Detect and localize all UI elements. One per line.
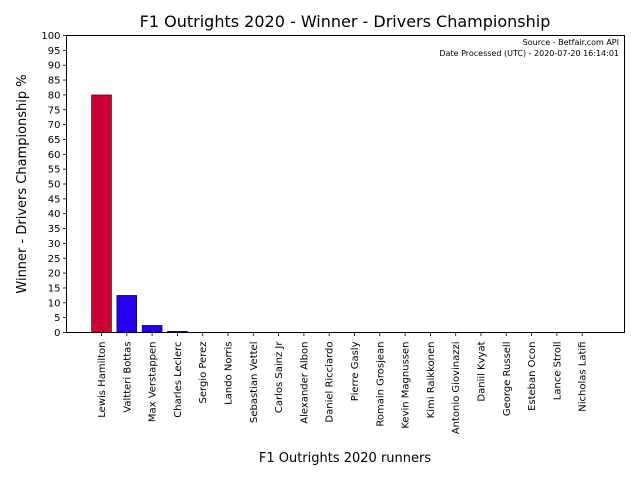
x-tick-label: Charles Leclerc (173, 342, 184, 418)
y-tick-label: 35 (48, 224, 61, 235)
y-tick-label: 60 (48, 150, 61, 161)
y-axis-ticks: 0 5 10 15 20 25 30 35 40 45 50 55 60 65 70 75 80 85 90 95 10… (41, 31, 67, 339)
x-axis-ticks: Lewis Hamilton Valtteri Bottas Max Verstap… (97, 332, 589, 435)
x-tick-label: Carlos Sainz Jr (274, 341, 285, 413)
x-tick-label: Antonio Giovinazzi (451, 342, 462, 435)
y-axis-label: Winner - Drivers Championship % (15, 74, 30, 293)
x-axis-label: F1 Outrights 2020 runners (259, 451, 432, 466)
x-tick-label: Romain Grosjean (375, 342, 386, 427)
bar (116, 295, 138, 333)
y-tick-label: 30 (48, 239, 61, 250)
x-tick-label: Valtteri Bottas (122, 342, 133, 413)
y-tick-label: 65 (48, 135, 61, 146)
y-tick-label: 85 (48, 76, 61, 87)
x-tick-label: Esteban Ocon (527, 342, 538, 411)
y-tick-label: 90 (48, 61, 61, 72)
y-tick-label: 50 (48, 180, 61, 191)
x-tick-label: Pierre Gasly (350, 341, 361, 401)
y-tick-label: 80 (48, 90, 61, 101)
x-tick-label: Sergio Perez (198, 342, 209, 404)
x-tick-label: Daniel Ricciardo (325, 342, 336, 423)
x-tick-label: Sebastian Vettel (249, 342, 260, 424)
x-tick-label: Max Verstappen (148, 342, 159, 423)
plot-frame (66, 35, 625, 333)
x-tick-label: Kimi Raikkonen (426, 342, 437, 419)
y-tick-label: 55 (48, 165, 61, 176)
y-tick-label: 75 (48, 105, 61, 116)
y-tick-label: 95 (48, 46, 61, 57)
chart-title: F1 Outrights 2020 - Winner - Drivers Cha… (140, 12, 551, 31)
x-tick-label: George Russell (502, 342, 513, 417)
x-tick-label: Daniil Kvyat (477, 341, 488, 401)
bars (91, 94, 188, 333)
bar (91, 94, 112, 333)
y-tick-label: 45 (48, 194, 61, 205)
y-tick-label: 15 (48, 283, 61, 294)
x-tick-label: Kevin Magnussen (401, 342, 412, 429)
bar (141, 325, 163, 333)
x-tick-label: Alexander Albon (299, 342, 310, 424)
y-tick-label: 0 (54, 328, 60, 339)
y-tick-label: 100 (41, 31, 60, 42)
x-tick-label: Lance Stroll (552, 342, 563, 401)
y-tick-label: 20 (48, 269, 61, 280)
y-tick-label: 70 (48, 120, 61, 131)
y-tick-label: 40 (48, 209, 61, 220)
y-tick-label: 10 (48, 298, 61, 309)
x-tick-label: Nicholas Latifi (578, 342, 589, 412)
y-tick-label: 5 (54, 313, 60, 324)
y-tick-label: 25 (48, 254, 61, 265)
source-annotation: Source - Betfair.com API (523, 38, 619, 47)
date-processed-annotation: Date Processed (UTC) - 2020-07-20 16:14:… (439, 49, 619, 58)
x-tick-label: Lewis Hamilton (97, 342, 108, 418)
x-tick-label: Lando Norris (224, 342, 235, 405)
